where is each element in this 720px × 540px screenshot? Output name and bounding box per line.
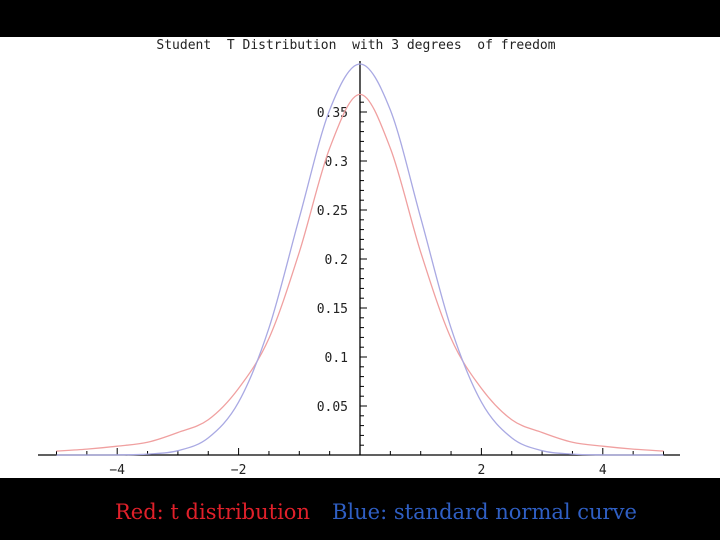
y-tick-label: 0.15 [317,302,348,317]
y-tick-label: 0.25 [317,204,348,219]
caption-red-series: Red: t distribution [115,500,310,524]
x-tick-label: 2 [477,463,485,478]
chart-title: Student T Distribution with 3 degrees of… [156,38,555,53]
y-tick-label: 0.35 [317,106,348,121]
x-tick-label: −2 [231,463,247,478]
y-tick-label: 0.3 [325,155,348,170]
caption-blue-series: Blue: standard normal curve [332,500,637,524]
x-tick-label: −4 [109,463,125,478]
student-t-chart: Student T Distribution with 3 degrees of… [38,38,680,478]
y-tick-label: 0.05 [317,400,348,415]
series-line-normal-curve [56,63,664,456]
x-tick-label: 4 [599,463,607,478]
y-tick-label: 0.2 [325,253,348,268]
y-tick-label: 0.1 [325,351,348,366]
plot-area: Student T Distribution with 3 degrees of… [0,37,720,478]
caption-bar: Red: t distribution Blue: standard norma… [0,478,720,540]
series-line-t-distribution [56,93,664,452]
